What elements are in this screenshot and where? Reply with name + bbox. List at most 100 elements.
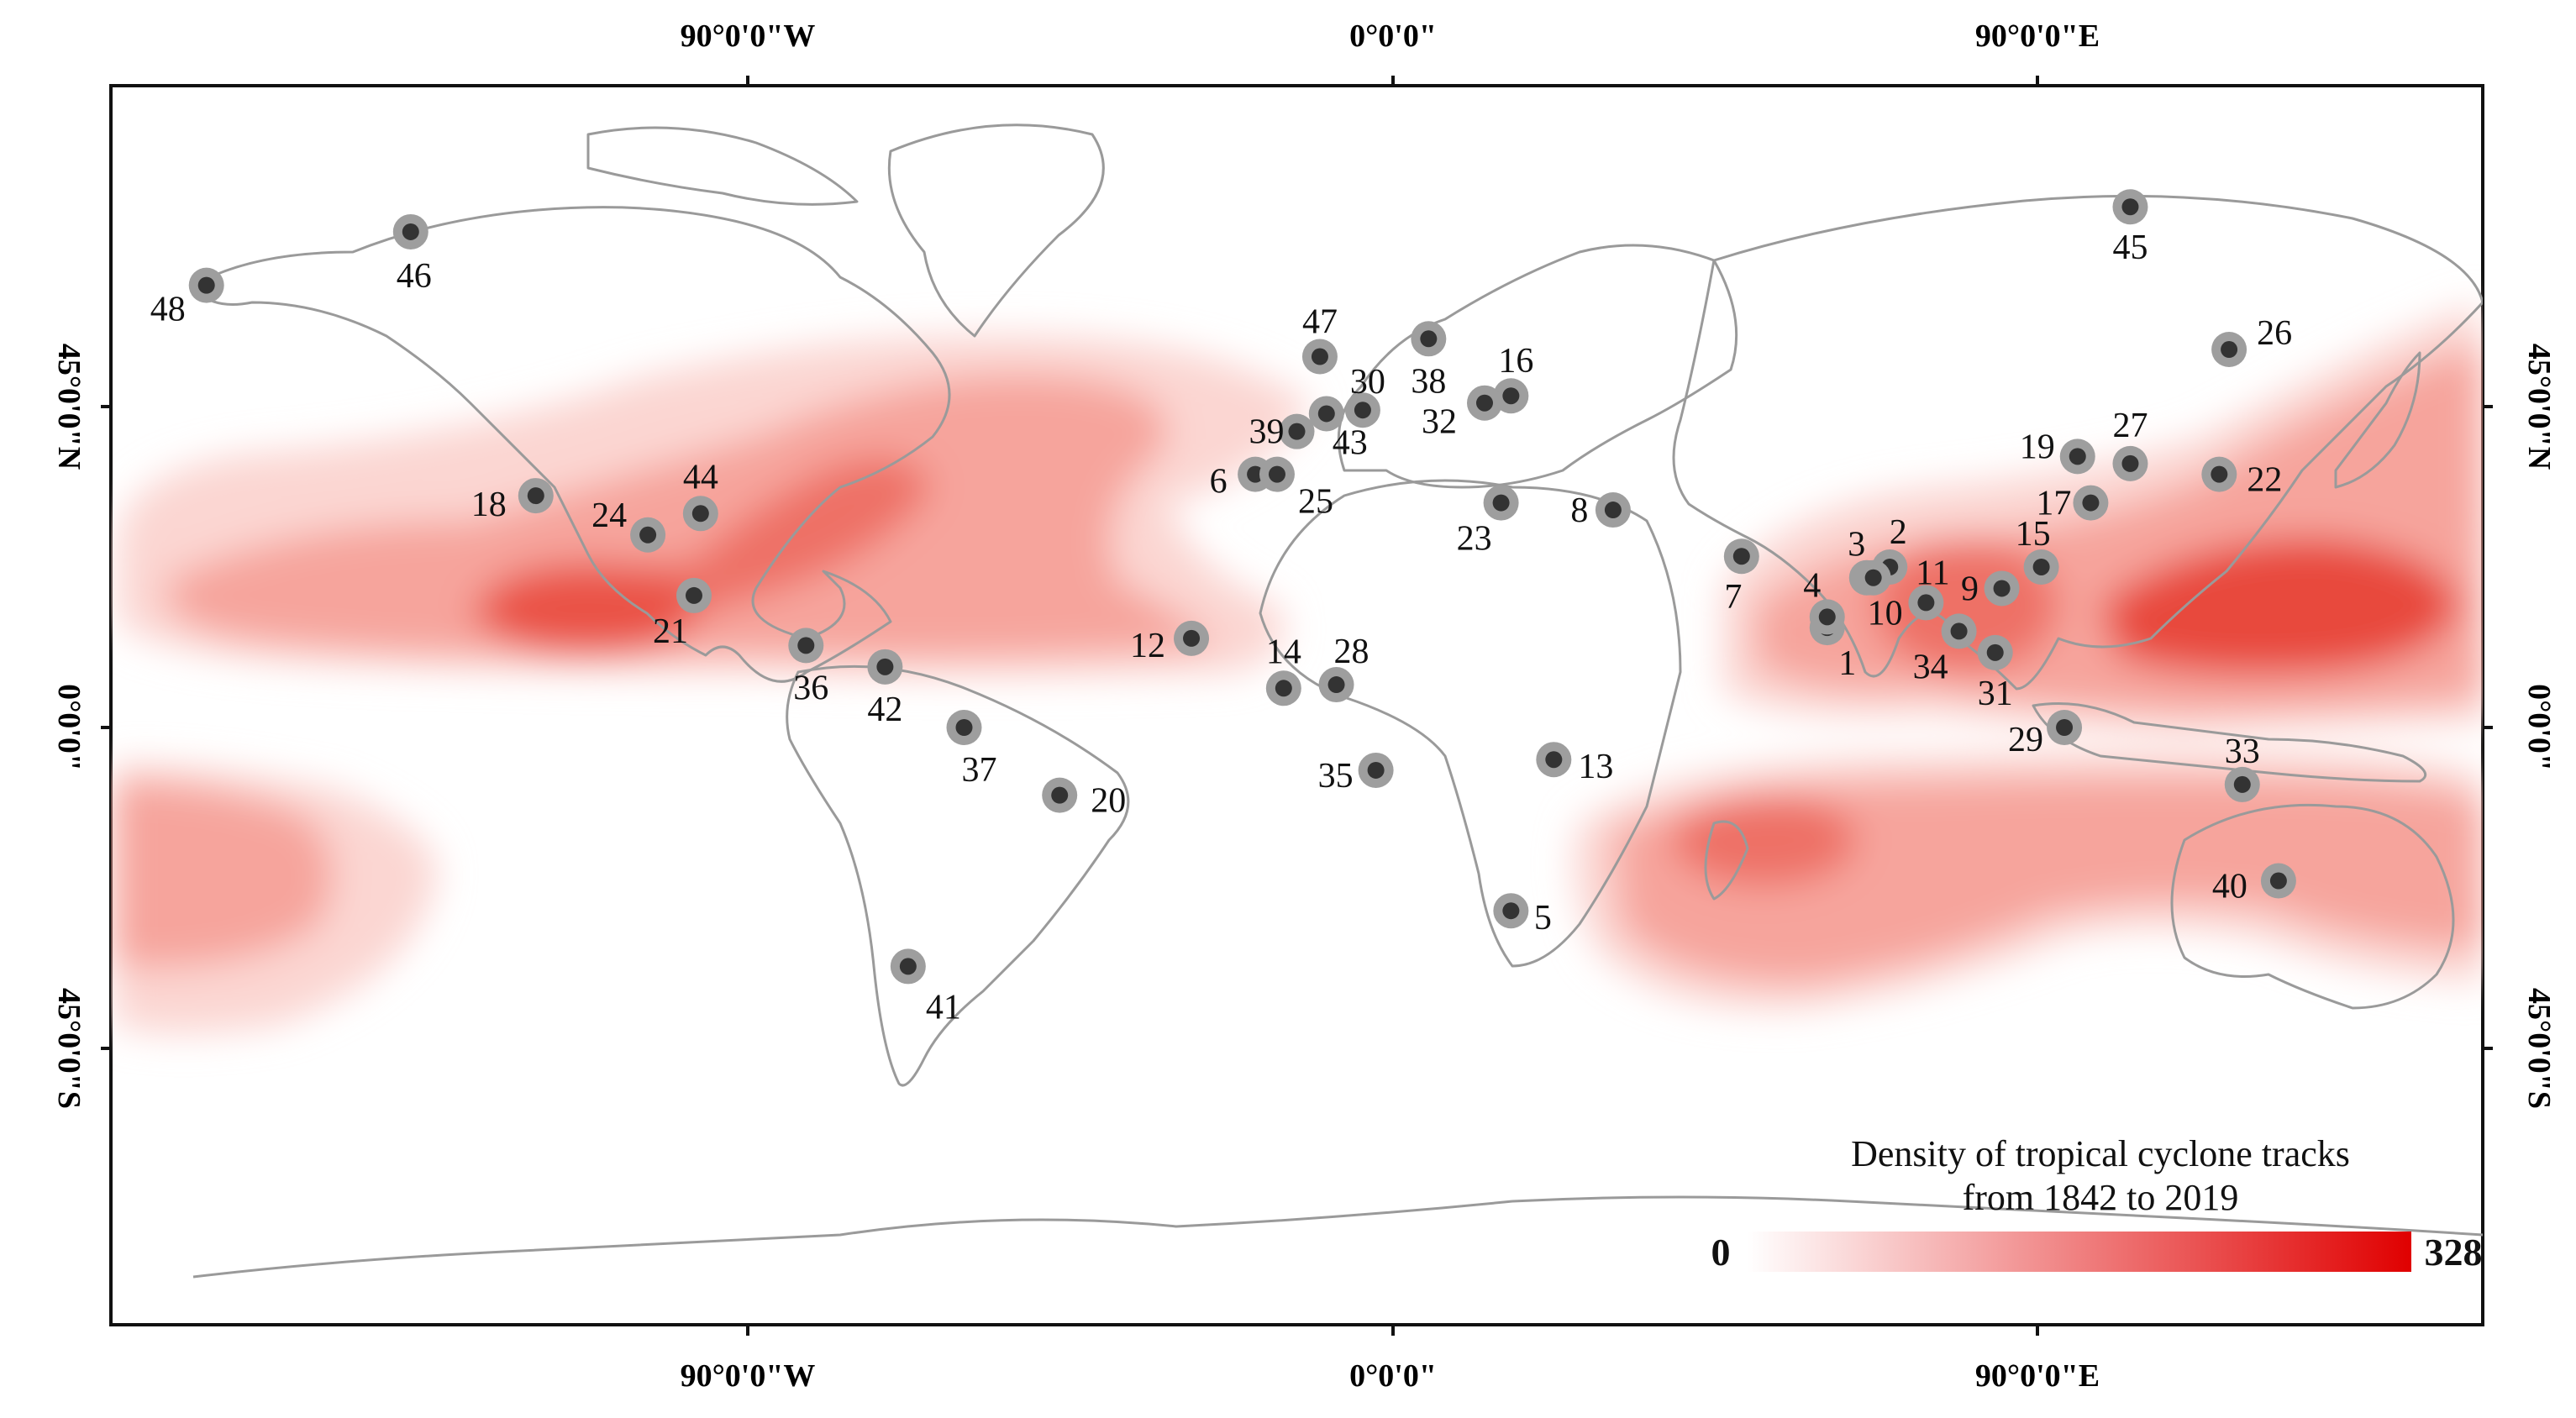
station-label: 31	[1978, 675, 2013, 713]
station-23: 23	[1457, 485, 1519, 559]
station-marker-core	[2221, 341, 2238, 359]
station-marker-core	[2121, 454, 2139, 472]
station-label: 7	[1724, 578, 1742, 617]
station-label: 6	[1210, 463, 1228, 502]
station-label: 19	[2020, 428, 2055, 466]
station-2: 2	[1872, 513, 1908, 585]
coast-madagascar	[1704, 820, 1749, 901]
station-17: 17	[2036, 485, 2109, 523]
latitude-labels-left: 45°0'0"N 0°0'0" 45°0'0"S	[51, 344, 87, 1109]
station-12: 12	[1130, 620, 1210, 665]
station-marker-core	[639, 526, 657, 544]
station-27: 27	[2112, 407, 2148, 481]
station-marker-core	[1183, 629, 1201, 647]
coast-south-america	[786, 664, 1130, 1087]
station-45: 45	[2112, 189, 2148, 267]
station-label: 1	[1838, 644, 1856, 683]
station-marker-core	[955, 719, 973, 736]
coast-indonesia	[2032, 702, 2427, 783]
station-label: 27	[2112, 407, 2148, 445]
coast-europe	[1337, 244, 1738, 489]
coast-asia	[1672, 194, 2483, 691]
station-label: 29	[2008, 721, 2043, 759]
station-26: 26	[2211, 314, 2292, 368]
station-label: 33	[2225, 733, 2260, 771]
station-11: 11	[1908, 554, 1950, 621]
station-marker-core	[1545, 751, 1563, 769]
station-32: 32	[1422, 385, 1502, 442]
latitude-labels-right: 45°0'0"N 0°0'0" 45°0'0"S	[2521, 344, 2557, 1109]
coast-antarctica	[192, 1195, 2483, 1279]
station-marker-core	[876, 658, 894, 675]
station-marker-core	[1327, 676, 1345, 694]
lon-label-top-0: 0°0'0"	[1349, 18, 1437, 54]
station-marker-core	[899, 958, 917, 975]
station-marker-core	[2233, 775, 2251, 793]
station-marker-core	[685, 586, 702, 604]
station-marker-core	[1993, 580, 2011, 597]
station-label: 4	[1803, 566, 1821, 605]
station-label: 43	[1333, 423, 1368, 462]
station-label: 28	[1334, 633, 1369, 671]
station-label: 30	[1350, 363, 1385, 402]
lat-label-right-n: 45°0'0"N	[2521, 344, 2557, 470]
density-northwest-pacific-high	[2100, 538, 2462, 675]
station-label: 5	[1534, 899, 1552, 937]
station-7: 7	[1723, 538, 1759, 617]
lon-label-bottom-w: 90°0'0"W	[681, 1358, 816, 1394]
station-marker-core	[797, 637, 815, 654]
station-label: 48	[150, 291, 186, 329]
station-43: 43	[1308, 396, 1368, 462]
station-34: 34	[1913, 613, 1977, 686]
station-35: 35	[1318, 752, 1394, 796]
station-marker-core	[2082, 494, 2100, 512]
coast-north-america	[192, 206, 951, 683]
station-label: 35	[1318, 757, 1354, 796]
station-13: 13	[1536, 742, 1613, 786]
density-bay-of-bengal	[1874, 538, 2058, 672]
station-8: 8	[1570, 491, 1631, 530]
station-label: 38	[1411, 362, 1446, 401]
station-marker-core	[1420, 330, 1438, 348]
station-marker-core	[1475, 394, 1493, 412]
lon-label-top-e: 90°0'0"E	[1975, 18, 2100, 54]
lon-label-bottom-e: 90°0'0"E	[1975, 1358, 2100, 1394]
station-41: 41	[890, 948, 961, 1027]
station-label: 23	[1457, 520, 1492, 559]
station-42: 42	[867, 649, 903, 729]
density-madagascar-high	[1672, 794, 1857, 886]
station-label: 44	[683, 458, 718, 496]
station-label: 47	[1302, 303, 1338, 342]
station-marker-core	[1864, 569, 1882, 586]
station-marker-core	[1502, 902, 1520, 920]
lon-label-bottom-0: 0°0'0"	[1349, 1358, 1437, 1394]
station-marker-core	[1818, 608, 1836, 626]
coast-greenland	[887, 123, 1105, 338]
lat-label-right-s: 45°0'0"S	[2521, 988, 2557, 1109]
station-33: 33	[2224, 733, 2260, 802]
station-label: 22	[2247, 461, 2282, 500]
station-marker-core	[1275, 680, 1292, 697]
station-21: 21	[653, 577, 712, 651]
station-label: 9	[1961, 570, 1979, 608]
station-marker-core	[1288, 423, 1306, 440]
station-30: 30	[1344, 363, 1385, 428]
tick-marks	[101, 76, 2493, 1336]
station-47: 47	[1301, 303, 1338, 375]
station-label: 15	[2016, 515, 2051, 554]
station-label: 13	[1578, 748, 1613, 786]
station-label: 8	[1570, 491, 1588, 530]
station-label: 14	[1266, 633, 1301, 671]
station-marker-core	[2121, 198, 2139, 216]
station-label: 25	[1298, 483, 1333, 522]
coast-australia	[2170, 803, 2455, 1010]
station-marker-core	[2056, 719, 2074, 736]
station-marker-core	[691, 505, 709, 523]
station-9: 9	[1961, 570, 2020, 608]
lon-label-top-w: 90°0'0"W	[681, 18, 816, 54]
station-marker-core	[1986, 643, 2004, 661]
station-label: 16	[1498, 342, 1533, 381]
station-label: 42	[867, 691, 902, 729]
station-marker-core	[2069, 448, 2086, 465]
